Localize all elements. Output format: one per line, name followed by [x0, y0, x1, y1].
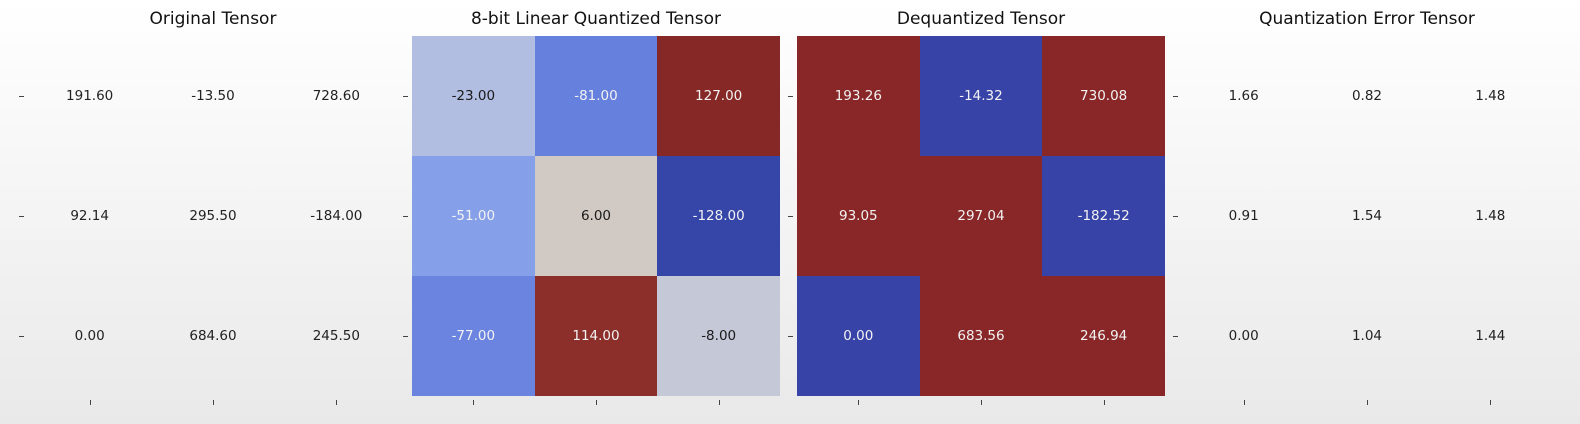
cell-value-label: 114.00 — [572, 328, 620, 344]
cell-value-label: 1.44 — [1475, 328, 1506, 344]
cell-value-label: 0.00 — [74, 328, 105, 344]
cell-value-label: 6.00 — [580, 208, 612, 224]
cell-value-label: 1.54 — [1351, 208, 1383, 224]
cell-value-label: -81.00 — [574, 88, 618, 104]
x-tick — [89, 400, 91, 405]
x-tick — [1243, 400, 1245, 405]
x-tick — [1367, 400, 1368, 405]
heatmap-cell — [797, 276, 920, 396]
cell-value-label: -128.00 — [692, 208, 745, 224]
heatmap-cell — [657, 156, 781, 276]
x-tick — [336, 400, 338, 405]
cell-value-label: -13.50 — [191, 88, 235, 104]
heatmap-cell — [919, 36, 1043, 156]
x-tick — [718, 400, 720, 405]
cell-value-label: 297.04 — [957, 208, 1005, 224]
cell-value-label: 246.94 — [1080, 328, 1128, 344]
cell-value-label: -51.00 — [451, 208, 496, 224]
heatmap-cell — [534, 36, 658, 156]
y-tick — [19, 96, 24, 97]
panel-title-2: 8-bit Linear Quantized Tensor — [470, 9, 722, 29]
cell-value-label: -23.00 — [451, 88, 496, 104]
cell-value-label: -77.00 — [451, 328, 496, 344]
y-tick — [1173, 216, 1178, 217]
cell-value-label: -184.00 — [310, 208, 363, 224]
x-tick — [213, 400, 214, 405]
cell-value-label: 93.05 — [839, 208, 878, 224]
cell-value-label: 683.56 — [957, 328, 1005, 344]
cell-value-label: 92.14 — [70, 208, 109, 224]
cell-value-label: 730.08 — [1080, 88, 1128, 104]
panel-title-1: Original Tensor — [149, 9, 277, 29]
x-tick — [981, 400, 982, 405]
y-tick — [19, 336, 24, 337]
panel-title-3: Dequantized Tensor — [896, 9, 1066, 29]
heatmap-cell — [412, 276, 535, 396]
cell-value-label: 684.60 — [189, 328, 237, 344]
heatmap-cell — [1042, 156, 1166, 276]
cell-value-label: 728.60 — [312, 88, 360, 104]
y-tick — [788, 216, 793, 217]
cell-value-label: 191.60 — [66, 88, 114, 104]
cell-value-label: 1.04 — [1351, 328, 1383, 344]
cell-value-label: -14.32 — [959, 88, 1003, 104]
cell-value-label: 0.91 — [1228, 208, 1259, 224]
cell-value-label: -182.52 — [1077, 208, 1130, 224]
heatmap-cell — [534, 276, 658, 396]
heatmap-cell — [1042, 276, 1166, 396]
heatmap-cell — [1042, 36, 1166, 156]
y-tick — [403, 336, 408, 337]
heatmap-cell — [797, 36, 920, 156]
x-tick — [473, 400, 475, 405]
heatmap-cell — [657, 36, 781, 156]
cell-value-label: 1.48 — [1475, 88, 1506, 104]
cell-value-label: 1.66 — [1228, 88, 1259, 104]
heatmap-cell — [412, 156, 535, 276]
heatmap-cell — [412, 36, 535, 156]
heatmap-cell — [657, 276, 781, 396]
heatmap-cell — [534, 156, 658, 276]
cell-value-label: 193.26 — [834, 88, 882, 104]
y-tick — [19, 216, 24, 217]
heatmap-cell — [797, 156, 920, 276]
heatmap-cell — [919, 156, 1043, 276]
panel-title-4: Quantization Error Tensor — [1259, 9, 1475, 29]
x-tick — [1490, 400, 1492, 405]
x-tick — [596, 400, 597, 405]
y-tick — [403, 96, 408, 97]
y-tick — [1173, 336, 1178, 337]
cell-value-label: -8.00 — [701, 328, 737, 344]
cell-value-label: 0.00 — [1228, 328, 1259, 344]
y-tick — [788, 336, 793, 337]
cell-value-label: 245.50 — [312, 328, 360, 344]
y-tick — [788, 96, 793, 97]
x-tick — [1103, 400, 1105, 405]
cell-value-label: 0.00 — [843, 328, 874, 344]
y-tick — [403, 216, 408, 217]
heatmap-cell — [919, 276, 1043, 396]
x-tick — [858, 400, 860, 405]
cell-value-label: 127.00 — [695, 88, 743, 104]
y-tick — [1173, 96, 1178, 97]
cell-value-label: 1.48 — [1475, 208, 1506, 224]
cell-value-label: 295.50 — [189, 208, 237, 224]
cell-value-label: 0.82 — [1351, 88, 1383, 104]
